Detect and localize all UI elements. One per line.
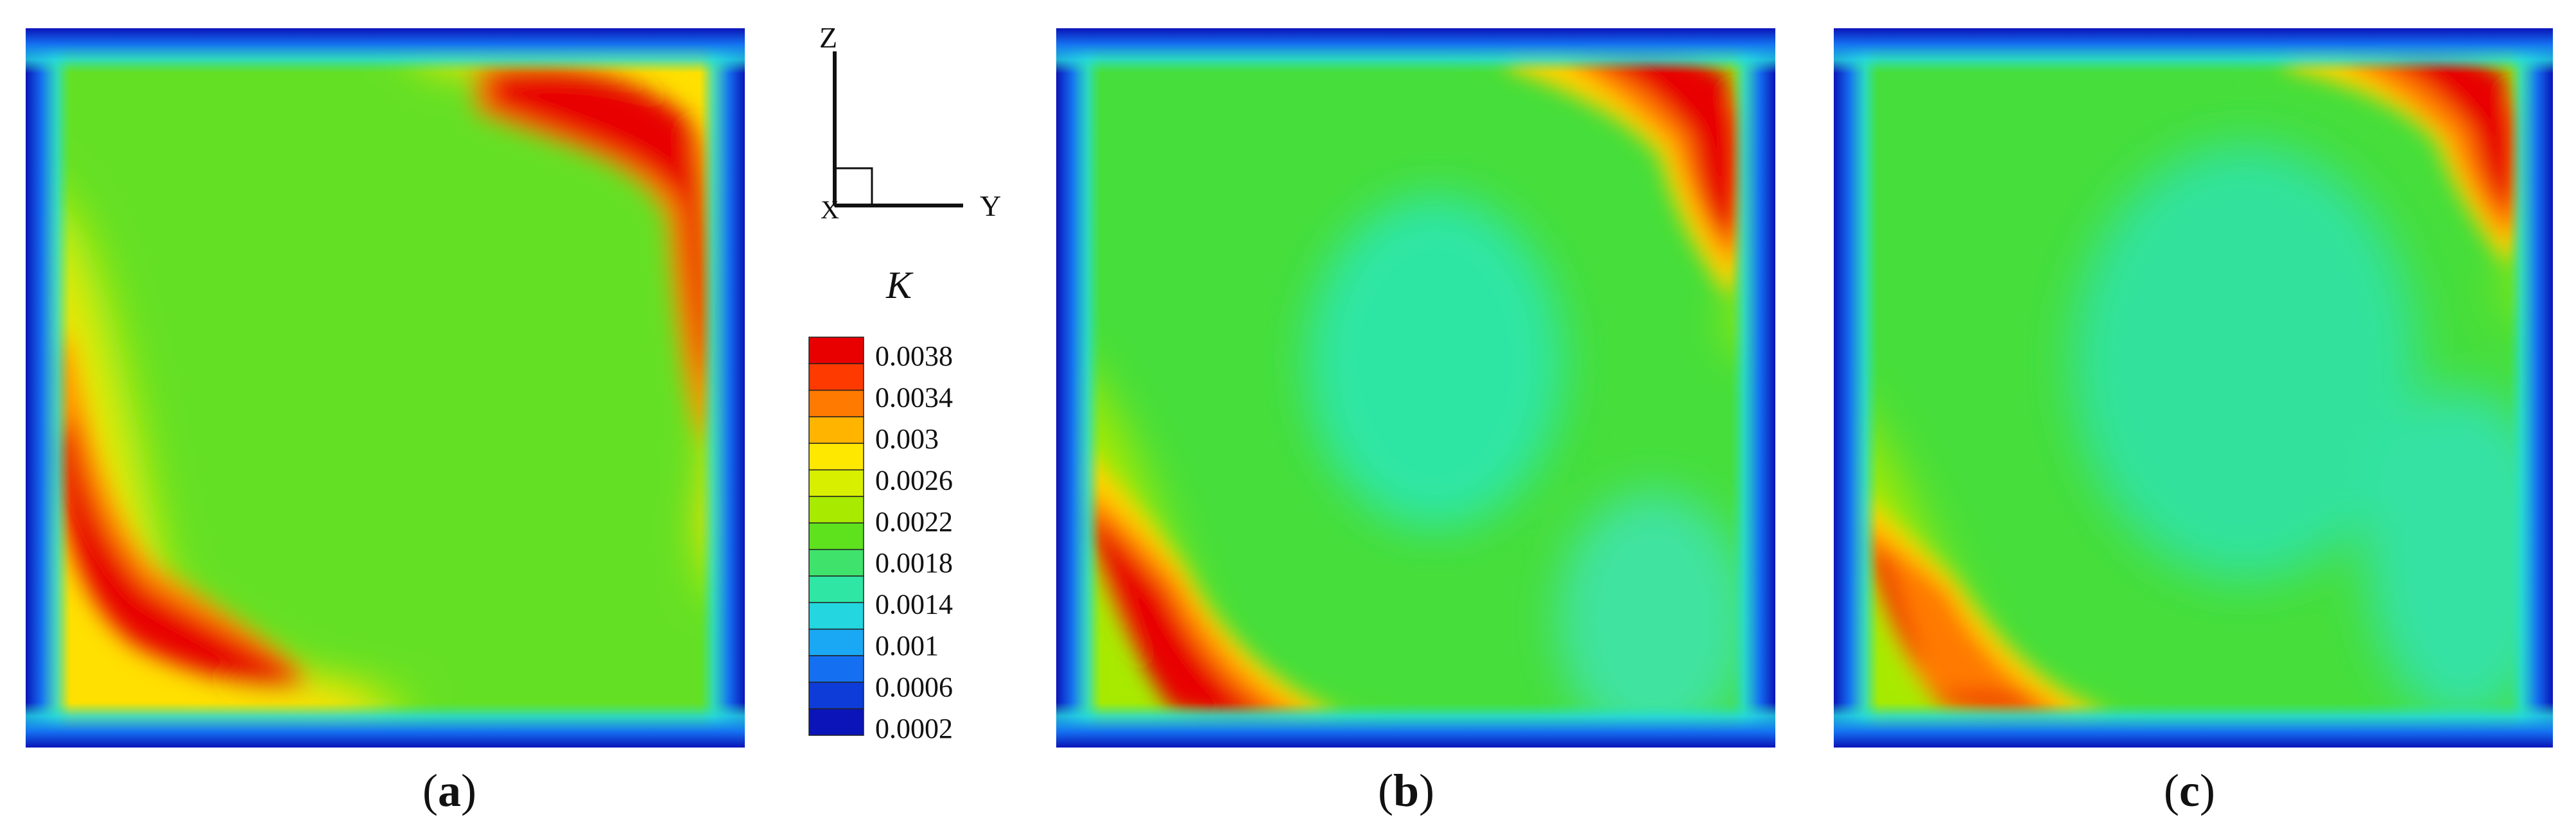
caption-b-letter: b	[1393, 765, 1420, 816]
legend-swatch	[808, 708, 864, 736]
caption-c-letter: c	[2179, 765, 2200, 816]
caption-c: (c)	[2125, 764, 2254, 818]
contour-panel-b	[1056, 28, 1775, 748]
z-axis-label: Z	[819, 21, 837, 54]
color-legend: K 0.00380.00340.0030.00260.00220.00180.0…	[808, 264, 953, 744]
legend-swatch	[808, 363, 864, 391]
legend-swatch	[808, 575, 864, 604]
legend-label: 0.003	[875, 423, 939, 455]
legend-swatch	[808, 628, 864, 656]
legend-color-bars	[808, 337, 864, 736]
caption-c-close: )	[2199, 765, 2215, 816]
caption-c-open: (	[2164, 765, 2180, 816]
contour-panel-a	[26, 28, 745, 748]
caption-a: (a)	[385, 764, 514, 818]
legend-label: 0.0026	[875, 464, 953, 496]
caption-b-open: (	[1377, 765, 1393, 816]
legend-label: 0.0022	[875, 506, 953, 538]
caption-b-close: )	[1419, 765, 1434, 816]
contour-plot-b	[1056, 28, 1775, 748]
legend-swatch	[808, 389, 864, 417]
axes-triad: Z Y X	[819, 21, 1001, 224]
legend-label: 0.0002	[875, 713, 953, 744]
caption-b: (b)	[1342, 764, 1470, 818]
legend-swatch	[808, 655, 864, 683]
legend-swatch	[808, 602, 864, 630]
legend-label: 0.0006	[875, 672, 953, 703]
legend-swatch	[808, 681, 864, 710]
legend-title: K	[885, 264, 914, 306]
caption-a-close: )	[461, 765, 476, 816]
contour-plot-a	[26, 28, 745, 748]
legend-swatch	[808, 496, 864, 524]
legend-label: 0.0034	[875, 381, 953, 413]
x-axis-label: X	[821, 195, 839, 224]
y-axis-label: Y	[980, 189, 1001, 222]
contour-panel-c	[1834, 28, 2553, 748]
caption-a-letter: a	[438, 765, 461, 816]
caption-a-open: (	[422, 765, 438, 816]
contour-plot-c	[1834, 28, 2553, 748]
legend-label: 0.001	[875, 630, 939, 661]
legend-swatch	[808, 442, 864, 471]
legend-label: 0.0014	[875, 589, 953, 620]
legend-labels: 0.0038 0.0034 0.003 0.0026 0.0022 0.0018 0.001…	[875, 340, 953, 744]
legend-swatch	[808, 548, 864, 577]
legend-swatch	[808, 337, 864, 365]
legend-swatch	[808, 416, 864, 444]
legend-swatch	[808, 522, 864, 550]
legend-swatch	[808, 469, 864, 497]
legend-label: 0.0038	[875, 340, 953, 372]
legend-label: 0.0018	[875, 547, 953, 579]
x-axis-box	[833, 167, 873, 207]
